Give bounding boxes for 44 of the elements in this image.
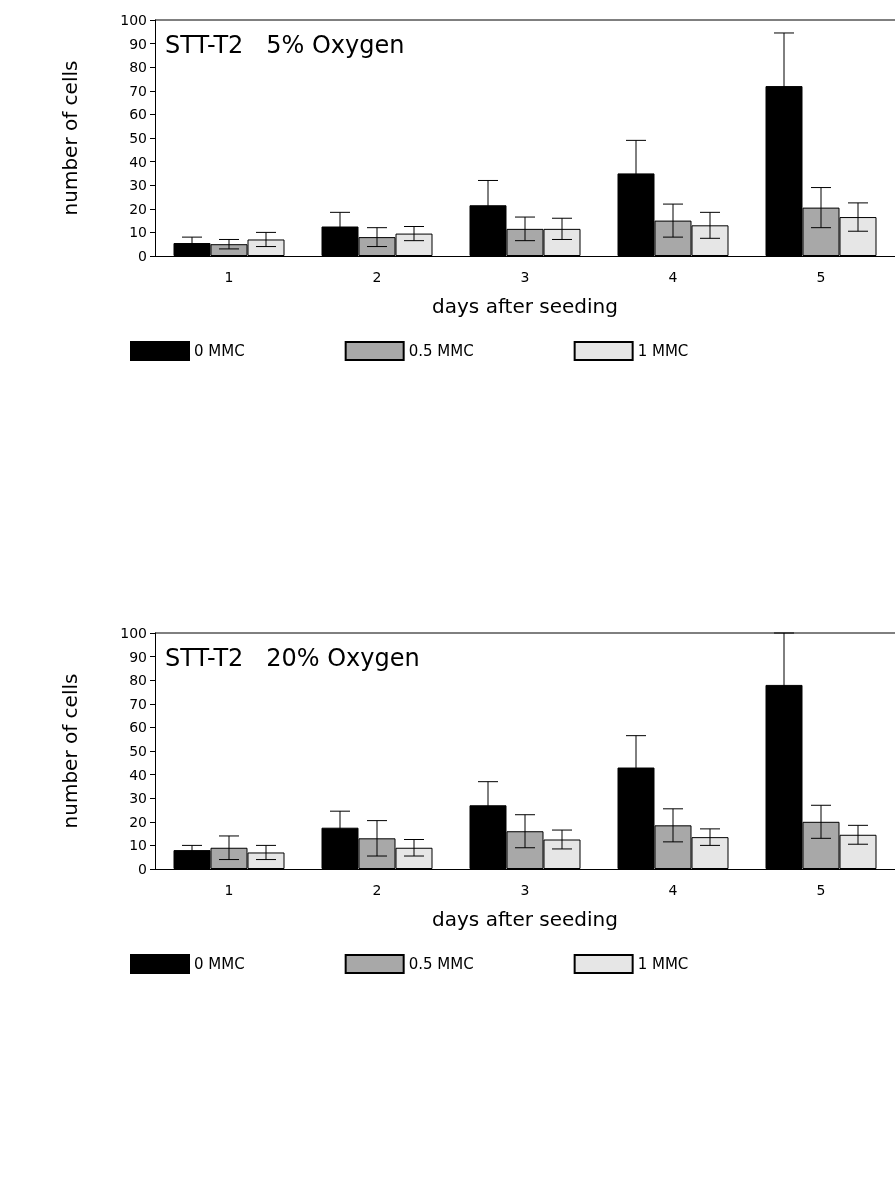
y-tick-label: 30	[129, 790, 147, 807]
text: STT-T2 20% Oxygen	[165, 644, 420, 672]
y-tick-label: 40	[129, 766, 147, 783]
x-tick-label: 5	[816, 882, 826, 898]
y-tick-label: 70	[129, 695, 147, 712]
y-tick-label: 50	[129, 743, 147, 759]
y-tick-label: 0	[138, 248, 147, 264]
legend-label: 0.5 MMC	[408, 342, 474, 360]
legend-label: 0.5 MMC	[408, 955, 474, 973]
x-tick-label: 2	[372, 269, 382, 285]
legend-label: 1 MMC	[637, 955, 689, 973]
y-tick-label: 100	[120, 625, 147, 641]
y-tick-label: 100	[120, 12, 147, 28]
legend-label: 0 MMC	[194, 955, 245, 973]
x-tick-label: 1	[224, 269, 234, 285]
y-axis-title: number of cells	[58, 60, 82, 216]
x-tick-label: 5	[816, 269, 826, 285]
x-tick-label: 1	[224, 882, 234, 898]
x-tick-label: 2	[372, 882, 382, 898]
x-axis-title: days after seeding	[432, 907, 618, 931]
y-tick-label: 40	[129, 153, 147, 170]
y-axis-title: number of cells	[58, 673, 82, 829]
y-tick-label: 80	[129, 672, 147, 689]
y-tick-label: 70	[129, 82, 147, 99]
x-axis-title: days after seeding	[432, 294, 618, 318]
x-tick-label: 4	[668, 882, 678, 898]
y-tick-label: 90	[129, 35, 147, 52]
legend-label: 1 MMC	[637, 342, 689, 360]
y-tick-label: 10	[129, 837, 147, 854]
legend-label: 0 MMC	[194, 342, 245, 360]
y-tick-label: 20	[129, 813, 147, 830]
y-tick-label: 60	[129, 106, 147, 123]
y-tick-label: 60	[129, 719, 147, 736]
x-tick-label: 3	[520, 269, 530, 285]
y-tick-label: 90	[129, 648, 147, 665]
y-tick-label: 0	[138, 861, 147, 877]
y-tick-label: 20	[129, 200, 147, 217]
x-tick-label: 3	[520, 882, 530, 898]
y-tick-label: 50	[129, 130, 147, 146]
text: STT-T2 5% Oxygen	[165, 31, 405, 59]
y-tick-label: 30	[129, 177, 147, 194]
y-tick-label: 80	[129, 59, 147, 76]
x-tick-label: 4	[668, 269, 678, 285]
y-tick-label: 10	[129, 224, 147, 241]
